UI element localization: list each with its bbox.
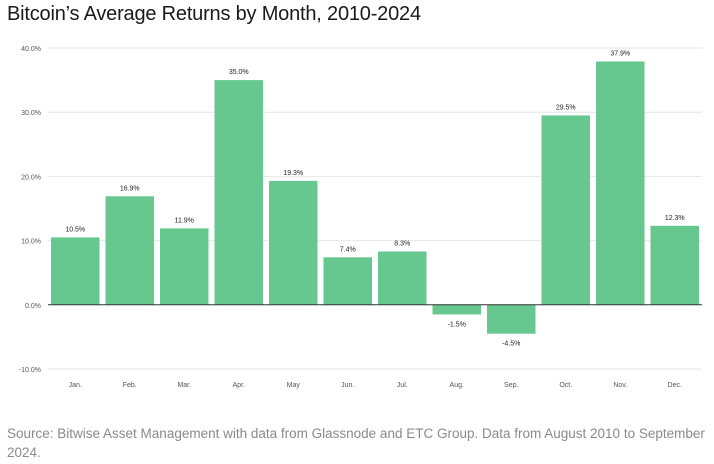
- bar-jun: [323, 257, 373, 305]
- data-label: 12.3%: [665, 215, 685, 222]
- data-label: 11.9%: [175, 217, 194, 224]
- y-axis-tick-labels: 40.0% 30.0% 20.0% 10.0% 0.0% -10.0%: [19, 46, 41, 374]
- y-tick-label: 10.0%: [21, 239, 41, 246]
- x-tick-label: Mar.: [177, 382, 191, 389]
- chart-title: Bitcoin’s Average Returns by Month, 2010…: [7, 3, 421, 25]
- y-tick-label: 20.0%: [21, 174, 41, 181]
- data-label: -4.5%: [502, 341, 520, 348]
- bar-jan: [50, 237, 100, 305]
- x-tick-label: Jan.: [69, 382, 82, 389]
- bar-may: [268, 180, 318, 305]
- data-label: 19.3%: [283, 170, 303, 177]
- y-tick-label: -10.0%: [19, 367, 41, 374]
- data-label: 7.4%: [340, 246, 356, 253]
- bar-sep: [486, 304, 536, 334]
- bar-feb: [105, 196, 155, 305]
- bar-nov: [595, 61, 645, 305]
- source-note: Source: Bitwise Asset Management with da…: [7, 426, 705, 460]
- bars: [50, 61, 700, 334]
- data-label: -1.5%: [448, 321, 466, 328]
- x-tick-label: Sep.: [504, 382, 518, 389]
- x-axis-tick-labels: Jan. Feb. Mar. Apr. May Jun. Jul. Aug. Sep. Oct. N…: [69, 382, 682, 389]
- gridlines: [48, 47, 702, 370]
- x-tick-label: Nov.: [613, 382, 627, 389]
- bar-apr: [214, 80, 264, 305]
- bar-jul: [377, 251, 427, 305]
- bar-dec: [650, 225, 700, 305]
- data-label: 8.3%: [394, 241, 410, 248]
- x-tick-label: Apr.: [233, 382, 246, 389]
- x-tick-label: Dec.: [668, 382, 682, 389]
- y-tick-label: 40.0%: [21, 46, 41, 53]
- data-label: 16.9%: [120, 185, 140, 192]
- data-label: 29.5%: [556, 104, 576, 111]
- y-tick-label: 30.0%: [21, 110, 41, 117]
- x-tick-label: Feb.: [123, 382, 137, 389]
- x-tick-label: Aug.: [450, 382, 464, 389]
- x-tick-label: May: [287, 382, 301, 389]
- x-tick-label: Oct.: [559, 382, 572, 389]
- bar-chart: 40.0% 30.0% 20.0% 10.0% 0.0% -10.0% Jan. Feb. M…: [19, 46, 702, 389]
- data-label: 10.5%: [65, 226, 85, 233]
- data-labels: 10.5% 16.9% 11.9% 35.0% 19.3% 7.4% 8.3% -1.5% -4…: [65, 50, 684, 347]
- y-tick-label: 0.0%: [25, 303, 41, 310]
- x-tick-label: Jun.: [341, 382, 354, 389]
- bar-mar: [159, 228, 209, 305]
- bar-aug: [432, 304, 482, 315]
- data-label: 35.0%: [229, 69, 249, 76]
- bar-oct: [541, 115, 591, 305]
- data-label: 37.9%: [610, 50, 630, 57]
- x-tick-label: Jul.: [397, 382, 408, 389]
